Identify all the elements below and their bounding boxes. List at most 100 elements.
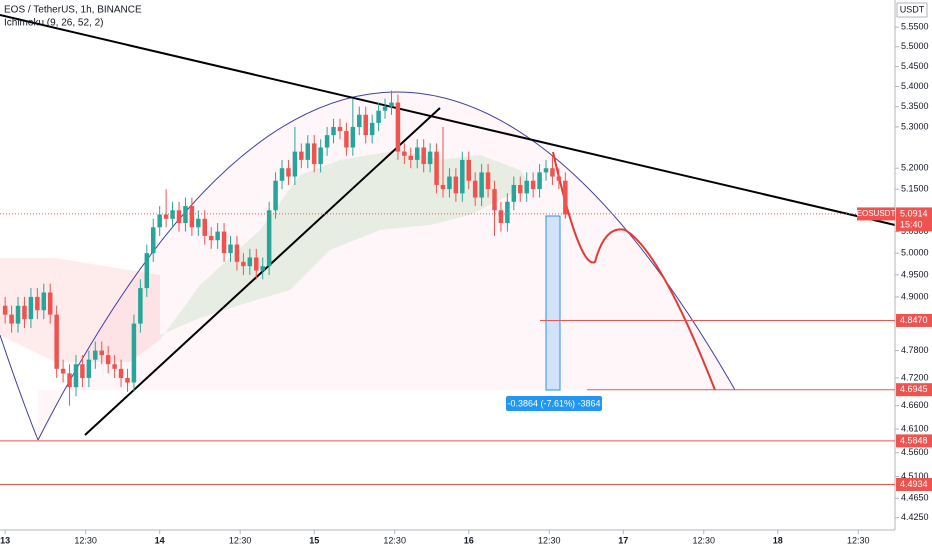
candle-body <box>492 189 497 211</box>
price-label: 4.6945 <box>900 384 928 394</box>
candle-body <box>22 305 27 320</box>
x-tick-label: 18 <box>773 535 783 545</box>
y-tick-label: 4.5100 <box>901 471 929 481</box>
y-tick-label: 5.0000 <box>901 248 929 258</box>
candle-body <box>286 168 291 177</box>
candle-body <box>99 350 104 356</box>
candle-body <box>221 231 227 254</box>
price-time: 15:40 <box>900 219 923 229</box>
candle-body <box>9 314 14 324</box>
unit-box <box>896 2 928 18</box>
candle-body <box>202 218 208 236</box>
y-tick-label: 4.5600 <box>901 447 929 457</box>
candle-body <box>54 314 59 369</box>
price-label: 4.5848 <box>900 435 928 445</box>
candle-body <box>215 231 220 241</box>
candle-body <box>524 180 529 194</box>
candle-body <box>144 253 150 289</box>
candle-body <box>41 292 47 311</box>
candle-body <box>35 296 40 311</box>
candle-body <box>543 168 549 173</box>
measure-range <box>545 215 561 391</box>
candle-body <box>350 126 356 148</box>
candle-body <box>324 135 330 148</box>
y-tick-label: 4.4250 <box>901 512 929 522</box>
candle-body <box>189 206 195 228</box>
candle-body <box>414 147 420 160</box>
candle-body <box>47 292 53 315</box>
x-tick-label: 12:30 <box>847 535 870 545</box>
candle-body <box>208 235 214 241</box>
candle-body <box>427 151 433 165</box>
y-tick-label: 5.5500 <box>901 22 929 32</box>
candle-body <box>125 377 130 383</box>
y-tick-label: 4.4650 <box>901 493 929 503</box>
candle-body <box>511 184 517 202</box>
y-tick-label: 4.6600 <box>901 400 929 410</box>
candle-body <box>93 350 98 360</box>
indicator: Ichimoku (9, 26, 52, 2) <box>4 18 104 29</box>
candle-body <box>241 261 246 267</box>
y-tick-label: 4.7200 <box>901 372 929 382</box>
x-tick-label: 14 <box>155 535 165 545</box>
candle-body <box>318 147 323 165</box>
candle-body <box>234 244 240 262</box>
price-label: 4.8470 <box>900 315 928 325</box>
candle-body <box>176 210 182 224</box>
candle-body <box>311 143 317 165</box>
candle-body <box>466 159 472 181</box>
y-tick-label: 4.7800 <box>901 345 929 355</box>
candle-body <box>498 210 504 224</box>
candle-body <box>60 368 66 374</box>
candle-body <box>150 227 156 254</box>
candle-body <box>157 214 162 228</box>
y-tick-label: 5.4000 <box>901 81 929 91</box>
candle-body <box>434 151 439 185</box>
candle-body <box>563 180 568 215</box>
candle-body <box>485 172 491 190</box>
candle-body <box>447 176 452 190</box>
y-unit: USDT <box>900 4 925 14</box>
price-label-box <box>896 207 932 232</box>
candle-body <box>266 210 272 267</box>
candle-body <box>247 257 253 267</box>
candle-body <box>537 172 542 190</box>
candle-body <box>15 305 21 324</box>
candle-body <box>254 257 259 271</box>
candle-body <box>2 305 8 315</box>
candle-body <box>337 126 343 132</box>
candle-body <box>228 244 233 254</box>
candle-body <box>408 155 414 160</box>
candle-body <box>369 122 375 136</box>
y-tick-label: 4.6100 <box>901 423 929 433</box>
y-tick-label: 4.9000 <box>901 291 929 301</box>
candle-body <box>28 296 34 320</box>
candle-body <box>518 184 523 194</box>
price-label-box <box>896 434 932 448</box>
candle-body <box>453 176 459 194</box>
candle-body <box>80 364 85 378</box>
candle-body <box>550 168 555 177</box>
candle-body <box>299 151 304 160</box>
candle-body <box>357 114 362 127</box>
x-tick-label: 12:30 <box>693 535 716 545</box>
candle-body <box>196 218 201 228</box>
symbol-label: EOSUSDT <box>857 209 896 218</box>
cloud-green <box>160 150 530 340</box>
candle-body <box>273 180 278 211</box>
candle-body <box>402 151 407 156</box>
arc <box>37 91 736 441</box>
candle-body <box>440 184 446 190</box>
x-tick-label: 12:30 <box>538 535 561 545</box>
candle-body <box>183 206 188 224</box>
candle-body <box>344 131 349 148</box>
projection <box>552 151 716 391</box>
measure-label: -0.3864 (-7.61%) -3864 <box>507 398 600 408</box>
candle-body <box>118 368 124 378</box>
cloud-red <box>0 258 160 362</box>
x-tick-label: 12:30 <box>383 535 406 545</box>
y-tick-label: 5.3500 <box>901 101 929 111</box>
candle-body <box>389 102 394 107</box>
candle-body <box>279 168 285 181</box>
